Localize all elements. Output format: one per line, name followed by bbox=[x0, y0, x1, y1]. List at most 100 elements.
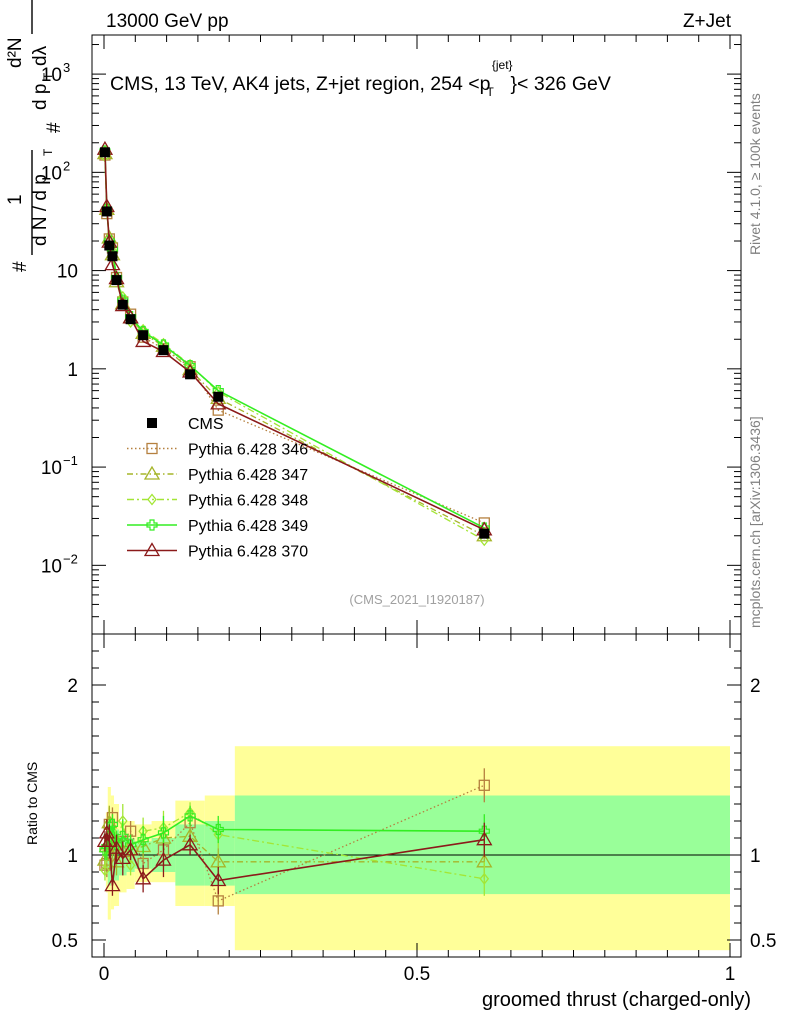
plot-title-sub: T bbox=[487, 85, 495, 99]
header-left-label: 13000 GeV pp bbox=[106, 11, 229, 32]
ylabel-dpT-dlambda: d p bbox=[30, 84, 51, 110]
axes bbox=[91, 34, 742, 958]
ratio-point-p347 bbox=[210, 853, 227, 868]
ylabel-hash-1: # bbox=[10, 261, 31, 272]
main-y-tick-label: 10 bbox=[41, 65, 62, 86]
ratio-line-p347 bbox=[104, 822, 485, 864]
ratio-point-p348 bbox=[479, 872, 490, 885]
series-point-p346 bbox=[212, 404, 224, 416]
legend-label-p348: Pythia 6.428 348 bbox=[188, 493, 308, 510]
cms-data-point bbox=[101, 206, 112, 217]
ylabel-dN-dpT: d N / d p bbox=[30, 174, 51, 246]
cms-data-point bbox=[125, 314, 136, 325]
cms-data-point bbox=[117, 299, 128, 310]
ratio-y-tick-label: 0.5 bbox=[52, 931, 78, 952]
x-tick-label: 0 bbox=[99, 964, 110, 985]
legend-marker-p349 bbox=[146, 519, 158, 531]
main-y-tick-label: 1 bbox=[67, 360, 78, 381]
main-y-tick-label: 10 bbox=[41, 163, 62, 184]
cms-data-point bbox=[479, 528, 490, 539]
legend-label-p346: Pythia 6.428 346 bbox=[188, 442, 308, 459]
cms-data-point bbox=[111, 275, 122, 286]
main-y-tick-exponent: −2 bbox=[63, 551, 78, 566]
cms-data-point bbox=[107, 251, 118, 262]
ratio-point-p370 bbox=[108, 839, 125, 854]
main-series-layer bbox=[96, 140, 493, 547]
plot-title: CMS, 13 TeV, AK4 jets, Z+jet region, 254… bbox=[110, 58, 611, 99]
ratio-y-tick-label-right: 2 bbox=[750, 676, 761, 697]
cms-data-point bbox=[185, 369, 196, 380]
cms-data-point bbox=[158, 345, 169, 356]
legend-label-cms: CMS bbox=[188, 416, 224, 433]
ratio-y-tick-label: 2 bbox=[67, 676, 78, 697]
ratio-point-p349 bbox=[125, 839, 137, 851]
ratio-point-p349 bbox=[117, 830, 129, 842]
ratio-point-p370 bbox=[104, 877, 121, 892]
legend-marker-p348 bbox=[147, 493, 157, 506]
ratio-series-layer bbox=[96, 768, 493, 915]
legend-marker-p346 bbox=[146, 442, 158, 455]
ratio-point-p346 bbox=[212, 895, 224, 907]
main-y-tick-exponent: 3 bbox=[63, 60, 70, 75]
ratio-point-p370 bbox=[181, 836, 199, 851]
ratio-point-p349 bbox=[157, 827, 170, 839]
legend-marker-p370 bbox=[143, 542, 161, 557]
ylabel-dlambda: dλ bbox=[30, 45, 51, 66]
ratio-point-p370 bbox=[134, 870, 152, 885]
ratio-point-p347 bbox=[108, 853, 125, 868]
main-y-tick-label: 10 bbox=[57, 262, 78, 283]
plot-title-sup: {jet} bbox=[492, 58, 513, 72]
cms-data-point bbox=[99, 147, 110, 158]
ylabel-one: 1 bbox=[5, 194, 26, 205]
ylabel-T-sub: T bbox=[41, 148, 55, 156]
ratio-point-p370 bbox=[122, 841, 139, 856]
legend-marker-p347 bbox=[143, 465, 161, 480]
ylabel-T-sub-2: T bbox=[41, 72, 55, 80]
main-y-tick-label: 10 bbox=[41, 556, 62, 577]
main-y-tick-exponent: 2 bbox=[63, 158, 70, 173]
series-point-p370 bbox=[210, 395, 227, 410]
ratio-point-p348 bbox=[100, 864, 110, 877]
cms-data-point bbox=[104, 240, 115, 251]
plot-title-tail: }< 326 GeV bbox=[511, 73, 611, 95]
series-point-p370 bbox=[134, 333, 152, 348]
ratio-point-p370 bbox=[476, 831, 493, 846]
legend: CMS Pythia 6.428 346 Pythia 6.428 347 Pythi… bbox=[127, 416, 308, 561]
series-point-p370 bbox=[104, 256, 121, 271]
cms-data-point bbox=[138, 330, 149, 341]
plot-title-main: CMS, 13 TeV, AK4 jets, Z+jet region, 254… bbox=[110, 73, 491, 95]
ratio-point-p349 bbox=[184, 810, 196, 822]
ratio-uncertainty-bands bbox=[104, 746, 731, 951]
x-axis-label: groomed thrust (charged-only) bbox=[482, 989, 751, 1011]
ratio-y-axis-label: Ratio to CMS bbox=[24, 762, 40, 845]
rivet-version-label: Rivet 4.1.0, ≥ 100k events bbox=[747, 93, 763, 255]
main-y-tick-label: 10 bbox=[41, 458, 62, 479]
ratio-y-tick-label: 1 bbox=[67, 846, 78, 867]
legend-label-p349: Pythia 6.428 349 bbox=[188, 518, 308, 535]
legend-label-p370: Pythia 6.428 370 bbox=[188, 544, 308, 561]
ylabel-d2N: d²N bbox=[5, 37, 26, 68]
legend-label-p347: Pythia 6.428 347 bbox=[188, 467, 308, 484]
ratio-point-p370 bbox=[210, 872, 227, 887]
ratio-point-p370 bbox=[114, 850, 131, 865]
ratio-y-tick-label-right: 0.5 bbox=[750, 931, 776, 952]
analysis-watermark: (CMS_2021_I1920187) bbox=[349, 592, 484, 607]
ratio-point-p370 bbox=[155, 851, 172, 866]
ratio-y-tick-label-right: 1 bbox=[750, 846, 761, 867]
ratio-point-p346 bbox=[478, 779, 490, 791]
ratio-point-p370 bbox=[101, 833, 118, 848]
ratio-point-p349 bbox=[212, 823, 224, 836]
legend-marker-cms bbox=[147, 418, 157, 428]
ylabel-hash-2: # bbox=[44, 122, 65, 133]
ratio-point-p349 bbox=[137, 834, 149, 846]
main-y-axis-label: # 1 d N / d p T # d²N d p T dλ bbox=[5, 0, 65, 272]
main-y-tick-exponent: −1 bbox=[63, 453, 78, 468]
x-tick-label: 0.5 bbox=[404, 964, 430, 985]
x-tick-label: 1 bbox=[725, 964, 736, 985]
mcplots-label: mcplots.cern.ch [arXiv:1306.3436] bbox=[747, 416, 763, 628]
ratio-point-p349 bbox=[110, 839, 123, 851]
cms-data-point bbox=[213, 391, 224, 402]
header-right-label: Z+Jet bbox=[683, 11, 732, 32]
